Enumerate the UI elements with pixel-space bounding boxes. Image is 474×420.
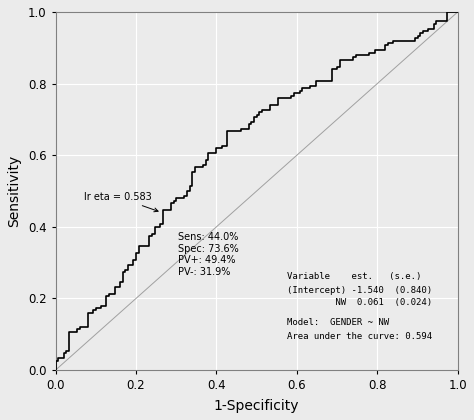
Text: Sens: 44.0%
Spec: 73.6%
PV+: 49.4%
PV-: 31.9%: Sens: 44.0% Spec: 73.6% PV+: 49.4% PV-: …: [178, 232, 239, 277]
Y-axis label: Sensitivity: Sensitivity: [7, 155, 21, 227]
X-axis label: 1-Specificity: 1-Specificity: [214, 399, 300, 413]
Text: Variable    est.   (s.e.): Variable est. (s.e.): [287, 272, 421, 281]
Text: (Intercept) -1.540  (0.840): (Intercept) -1.540 (0.840): [287, 286, 432, 295]
Text: Area under the curve: 0.594: Area under the curve: 0.594: [287, 333, 432, 341]
Text: Model:  GENDER ~ NW: Model: GENDER ~ NW: [287, 318, 389, 327]
Text: lr eta = 0.583: lr eta = 0.583: [84, 192, 158, 212]
Text: NW  0.061  (0.024): NW 0.061 (0.024): [287, 299, 432, 307]
